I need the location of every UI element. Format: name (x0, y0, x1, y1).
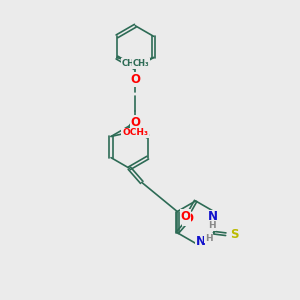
Text: O: O (183, 212, 193, 225)
Text: O: O (130, 73, 140, 86)
Text: H: H (205, 233, 213, 242)
Text: O: O (180, 210, 190, 223)
Text: S: S (230, 228, 238, 241)
Text: CH₃: CH₃ (121, 59, 138, 68)
Text: O: O (130, 116, 140, 128)
Text: N: N (196, 236, 206, 248)
Text: OCH₃: OCH₃ (122, 128, 148, 137)
Text: CH₃: CH₃ (133, 59, 149, 68)
Text: H: H (208, 221, 215, 230)
Text: N: N (208, 210, 218, 223)
